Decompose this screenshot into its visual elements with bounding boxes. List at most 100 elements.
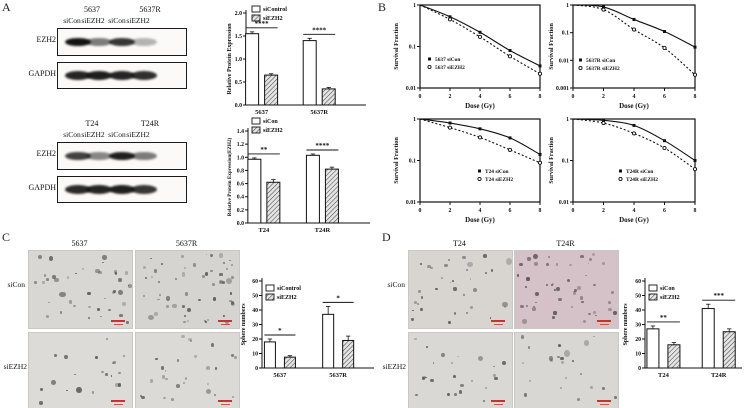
data-point [477, 34, 483, 39]
y-tick-label: 0.6 [237, 182, 244, 188]
sphere-dot [139, 395, 142, 398]
y-axis-label: Relative Protein Expression [227, 23, 233, 95]
row-label: siCon [7, 280, 25, 289]
sphere-dot [154, 269, 158, 273]
sphere-dot [583, 320, 586, 324]
legend-swatch [251, 126, 261, 134]
sphere-dot [534, 301, 537, 304]
sphere-dot [457, 355, 459, 358]
sphere-dot [184, 314, 187, 318]
y-axis-label: Survival Fraction [548, 137, 555, 184]
sphere-dot [493, 374, 496, 377]
category-label: T24R [315, 227, 331, 234]
y-axis-label: Sphere numbers [241, 303, 247, 346]
column-label: 5637R [175, 239, 198, 248]
sphere-dot [205, 366, 210, 370]
sphere-dot [427, 264, 431, 268]
sphere-dot [226, 267, 229, 271]
sphere-dot [74, 373, 76, 376]
legend-marker [477, 176, 482, 182]
sphere-dot [223, 315, 225, 318]
sphere-dot [212, 282, 215, 286]
sphere-dot [448, 320, 451, 324]
sphere-dot [201, 275, 205, 278]
line-chart-survival-5637: 1 0.1 0.01 0 2 4 6 8 5637 siCon 5637 siEZH2 Dose (… [392, 2, 554, 114]
panel-label-b: B [378, 0, 387, 14]
legend-label: 5637 siCon [435, 57, 460, 63]
sphere-dot [585, 274, 588, 277]
sphere-dot [607, 301, 611, 304]
sphere-dot [502, 301, 508, 308]
sphere-dot [579, 372, 582, 375]
sphere-dot [557, 356, 560, 359]
data-point [602, 118, 605, 122]
curve-T24R siEZH2 [572, 118, 696, 170]
sphere-dot [87, 316, 90, 319]
sphere-dot [164, 370, 167, 372]
sphere-dot [34, 280, 38, 285]
sphere-dot [186, 319, 189, 322]
sphere-dot [414, 337, 417, 341]
sphere-dot [160, 366, 165, 370]
sphere-dot [527, 257, 531, 261]
blot-band [86, 71, 112, 80]
significance-stars: * [336, 294, 340, 302]
sphere-dot [165, 378, 168, 381]
y-tick-label: 20 [635, 337, 641, 343]
y-tick-label: 30 [252, 323, 258, 329]
sphere-dot [425, 376, 427, 379]
sphere-dot [469, 277, 472, 280]
blot-band [109, 38, 135, 46]
sphere-dot [524, 285, 528, 289]
lane-label: siEZH2 [81, 130, 105, 139]
sphere-dot [551, 316, 556, 320]
sphere-dot [420, 263, 422, 265]
sphere-dot [181, 304, 186, 308]
sphere-dot [115, 382, 120, 388]
category-label: 5637R [329, 372, 347, 379]
y-tick-label: 2.0 [235, 11, 242, 17]
sphere-dot [454, 393, 457, 396]
bar-T24R-siEZH2 [722, 331, 736, 369]
sphere-dot [158, 294, 161, 297]
data-point [692, 72, 698, 77]
sphere-dot [118, 371, 121, 375]
panel-label-a: A [2, 0, 11, 14]
scale-bar [491, 399, 505, 402]
plot-frame [572, 4, 696, 89]
sphere-dot [561, 361, 564, 364]
y-tick-label: 0.4 [237, 195, 244, 201]
sphere-dot [122, 354, 125, 358]
sphere-dot [163, 397, 166, 400]
data-point [477, 135, 483, 140]
significance-stars: **** [315, 142, 330, 150]
significance-stars: **** [312, 26, 327, 34]
sphere-dot [101, 371, 104, 374]
significance-stars: ** [660, 314, 668, 322]
y-tick-label: 40 [252, 308, 258, 314]
sphere-dot [571, 360, 574, 363]
sphere-dot [462, 294, 465, 297]
sphere-dot [113, 290, 116, 293]
sphere-dot [573, 288, 577, 292]
sphere-dot [458, 390, 463, 395]
significance-stars: * [278, 327, 282, 335]
significance-stars: *** [713, 292, 724, 300]
micrograph-5637R-sicon [135, 250, 240, 329]
plot-frame [419, 4, 541, 89]
legend-label: siEZH2 [263, 128, 283, 134]
sphere-dot [430, 267, 433, 270]
sphere-dot [94, 356, 98, 360]
micrograph-5637R-siezh2 [135, 332, 240, 408]
sphere-dot [91, 391, 95, 394]
sphere-dot [613, 396, 617, 400]
row-label: siEZH2 [382, 362, 406, 371]
sphere-dot [432, 362, 435, 365]
sphere-dot [559, 386, 563, 390]
sphere-dot [558, 298, 562, 302]
column-label: 5637 [71, 239, 88, 248]
y-tick-label: 0.5 [235, 80, 242, 86]
sphere-dot [466, 311, 468, 314]
sphere-dot [532, 305, 536, 308]
sphere-dot [420, 296, 424, 300]
